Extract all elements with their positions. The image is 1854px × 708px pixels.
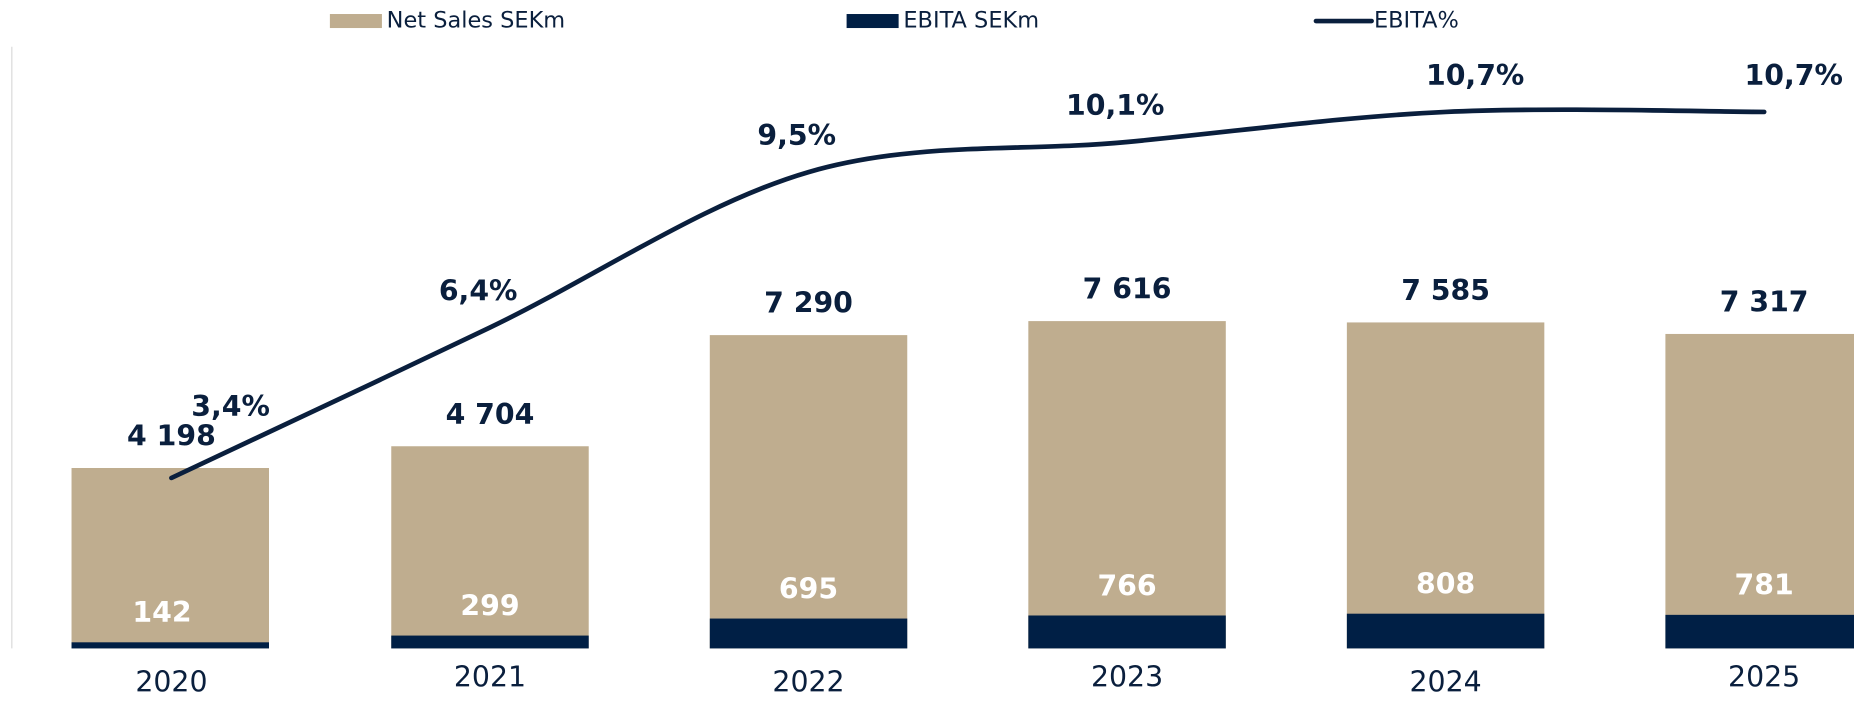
data-label: 6,4%: [439, 275, 518, 308]
legend-label: EBITA SEKm: [903, 8, 1039, 34]
bar: [1346, 322, 1545, 649]
data-label: 781: [1735, 569, 1794, 602]
bar: [71, 642, 269, 649]
data-label: 695: [779, 573, 838, 606]
data-label: 9,5%: [757, 119, 836, 152]
x-tick-label: 2021: [454, 661, 526, 694]
bar: [391, 635, 589, 649]
bar: [1028, 615, 1226, 649]
data-label: 10,1%: [1066, 89, 1164, 122]
x-tick-label: 2024: [1410, 666, 1482, 699]
data-label: 299: [460, 590, 519, 623]
bar: [1028, 321, 1226, 649]
data-label: 3,4%: [191, 390, 270, 423]
bar: [1346, 613, 1545, 649]
bar: [1665, 614, 1854, 649]
legend-label: Net Sales SEKm: [387, 8, 566, 34]
data-label: 4 198: [127, 420, 216, 453]
bar: [391, 446, 589, 649]
x-tick-label: 2020: [135, 666, 207, 699]
data-label: 766: [1097, 570, 1156, 603]
x-tick-label: 2022: [772, 666, 844, 699]
bar: [1665, 333, 1854, 649]
line: [169, 107, 1767, 481]
data-label: 7 585: [1401, 274, 1490, 307]
data-label: 7 616: [1083, 273, 1172, 306]
data-label: 7 317: [1720, 286, 1809, 319]
data-label: 10,7%: [1426, 59, 1524, 92]
bar: [709, 335, 908, 649]
data-label: 10,7%: [1745, 59, 1843, 92]
x-tick-label: 2023: [1091, 661, 1163, 694]
bar: [71, 467, 269, 649]
data-label: 142: [132, 596, 191, 629]
legend-label: EBITA%: [1374, 8, 1459, 34]
data-label: 4 704: [446, 398, 535, 431]
legend-swatch: [846, 14, 899, 29]
legend-swatch: [329, 14, 382, 29]
data-label: 7 290: [764, 287, 853, 320]
data-label: 808: [1416, 568, 1475, 601]
x-tick-label: 2025: [1728, 661, 1800, 694]
bar: [709, 618, 908, 649]
